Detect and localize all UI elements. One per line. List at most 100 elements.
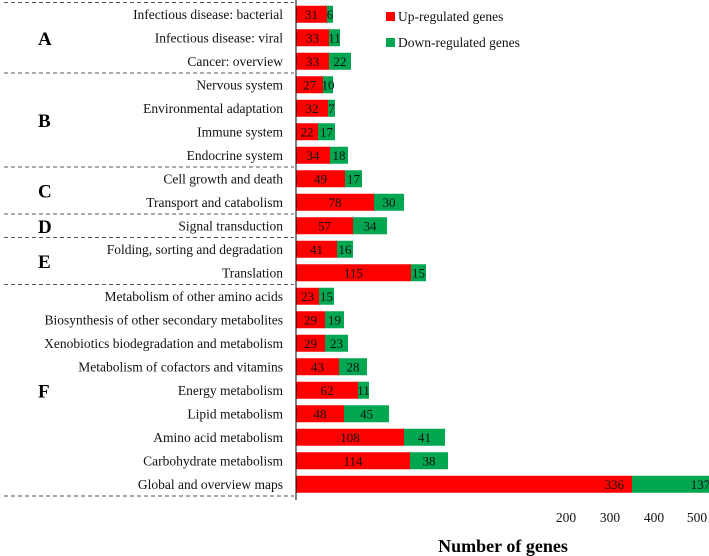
value-label-down-1: 11 bbox=[328, 30, 341, 45]
value-label-down-14: 23 bbox=[330, 336, 343, 351]
value-label-down-9: 34 bbox=[364, 218, 378, 233]
bar-down-8 bbox=[374, 193, 404, 211]
bar-down-20 bbox=[632, 475, 709, 493]
legend-swatch-up bbox=[386, 12, 395, 21]
bar-up-1 bbox=[296, 29, 329, 47]
value-label-up-16: 62 bbox=[321, 383, 334, 398]
value-label-up-17: 48 bbox=[314, 406, 327, 421]
value-label-down-10: 16 bbox=[339, 242, 353, 257]
group-separators bbox=[4, 2, 294, 497]
category-label-20: Global and overview maps bbox=[138, 477, 283, 492]
category-label-1: Infectious disease: viral bbox=[155, 30, 283, 45]
value-label-down-20: 137 bbox=[691, 477, 709, 492]
value-label-up-11: 115 bbox=[344, 265, 363, 280]
category-label-8: Transport and catabolism bbox=[146, 195, 283, 210]
category-label-11: Translation bbox=[222, 265, 283, 280]
value-label-up-14: 29 bbox=[304, 336, 317, 351]
category-label-4: Environmental adaptation bbox=[143, 101, 283, 116]
value-label-down-6: 18 bbox=[333, 148, 346, 163]
value-label-down-13: 19 bbox=[328, 312, 341, 327]
group-label-A: A bbox=[38, 29, 52, 50]
bar-up-4 bbox=[296, 99, 328, 117]
x-axis-label: Number of genes bbox=[438, 536, 568, 556]
bar-up-9 bbox=[296, 217, 353, 235]
bar-down-10 bbox=[337, 240, 353, 258]
value-label-down-12: 15 bbox=[320, 289, 333, 304]
value-label-up-10: 41 bbox=[310, 242, 323, 257]
value-label-down-5: 17 bbox=[320, 124, 334, 139]
bar-up-13 bbox=[296, 311, 325, 329]
bar-up-5 bbox=[296, 123, 318, 141]
value-label-down-16: 11 bbox=[357, 383, 370, 398]
group-label-E: E bbox=[38, 252, 51, 273]
x-tick-label-200: 200 bbox=[556, 510, 577, 525]
value-label-up-20: 336 bbox=[605, 477, 625, 492]
bar-up-16 bbox=[296, 381, 358, 399]
category-label-2: Cancer: overview bbox=[187, 54, 283, 69]
value-label-up-6: 34 bbox=[307, 148, 321, 163]
value-label-down-2: 22 bbox=[334, 54, 347, 69]
bar-down-12 bbox=[319, 287, 334, 305]
category-labels: Infectious disease: bacterial Infectious … bbox=[44, 7, 283, 492]
value-label-up-7: 49 bbox=[314, 171, 327, 186]
value-label-up-19: 114 bbox=[343, 453, 363, 468]
bar-up-3 bbox=[296, 76, 323, 94]
group-label-B: B bbox=[38, 111, 51, 132]
bar-up-0 bbox=[296, 5, 327, 23]
bar-up-8 bbox=[296, 193, 374, 211]
bar-down-7 bbox=[345, 170, 362, 188]
bar-up-19 bbox=[296, 452, 410, 470]
bar-down-9 bbox=[353, 217, 387, 235]
bar-down-15 bbox=[339, 358, 367, 376]
legend: Up-regulated genes Down-regulated genes bbox=[386, 9, 520, 50]
value-label-up-13: 29 bbox=[304, 312, 317, 327]
value-label-up-18: 108 bbox=[340, 430, 360, 445]
value-label-down-8: 30 bbox=[383, 195, 396, 210]
value-label-up-8: 78 bbox=[329, 195, 342, 210]
group-label-D: D bbox=[38, 217, 52, 238]
group-label-F: F bbox=[38, 381, 50, 402]
bar-up-12 bbox=[296, 287, 319, 305]
category-label-18: Amino acid metabolism bbox=[153, 430, 283, 445]
bar-down-19 bbox=[410, 452, 448, 470]
category-label-12: Metabolism of other amino acids bbox=[105, 289, 283, 304]
bar-down-0 bbox=[327, 5, 333, 23]
category-label-3: Nervous system bbox=[196, 77, 283, 92]
value-label-down-17: 45 bbox=[360, 406, 373, 421]
bar-down-13 bbox=[325, 311, 344, 329]
category-label-10: Folding, sorting and degradation bbox=[107, 242, 283, 257]
bar-down-2 bbox=[329, 52, 351, 70]
value-label-up-1: 33 bbox=[306, 30, 319, 45]
bar-down-14 bbox=[325, 334, 348, 352]
bar-down-6 bbox=[330, 146, 348, 164]
value-label-down-4: 7 bbox=[328, 101, 335, 116]
value-label-down-18: 41 bbox=[418, 430, 431, 445]
x-axis-ticks: 200 300 400 500 bbox=[556, 510, 708, 525]
bar-down-3 bbox=[323, 76, 333, 94]
category-label-15: Metabolism of cofactors and vitamins bbox=[78, 359, 283, 374]
category-label-13: Biosynthesis of other secondary metaboli… bbox=[45, 312, 283, 327]
value-label-down-11: 15 bbox=[412, 265, 425, 280]
value-label-up-5: 22 bbox=[301, 124, 314, 139]
bar-up-17 bbox=[296, 405, 344, 423]
bar-down-5 bbox=[318, 123, 335, 141]
bar-down-16 bbox=[358, 381, 369, 399]
x-tick-label-500: 500 bbox=[687, 510, 708, 525]
value-label-down-7: 17 bbox=[347, 171, 361, 186]
category-label-7: Cell growth and death bbox=[163, 171, 283, 186]
category-label-5: Immune system bbox=[197, 124, 283, 139]
value-label-down-3: 10 bbox=[322, 77, 335, 92]
category-label-9: Signal transduction bbox=[178, 218, 283, 233]
bar-down-18 bbox=[404, 428, 445, 446]
category-label-0: Infectious disease: bacterial bbox=[133, 7, 283, 22]
value-label-up-9: 57 bbox=[318, 218, 332, 233]
bar-down-1 bbox=[329, 29, 340, 47]
group-labels: A B CDE F bbox=[38, 29, 52, 403]
bar-up-2 bbox=[296, 52, 329, 70]
bar-up-6 bbox=[296, 146, 330, 164]
value-label-down-19: 38 bbox=[423, 453, 436, 468]
value-label-up-12: 23 bbox=[301, 289, 314, 304]
category-label-14: Xenobiotics biodegradation and metabolis… bbox=[44, 336, 283, 351]
legend-label-up: Up-regulated genes bbox=[398, 9, 503, 24]
